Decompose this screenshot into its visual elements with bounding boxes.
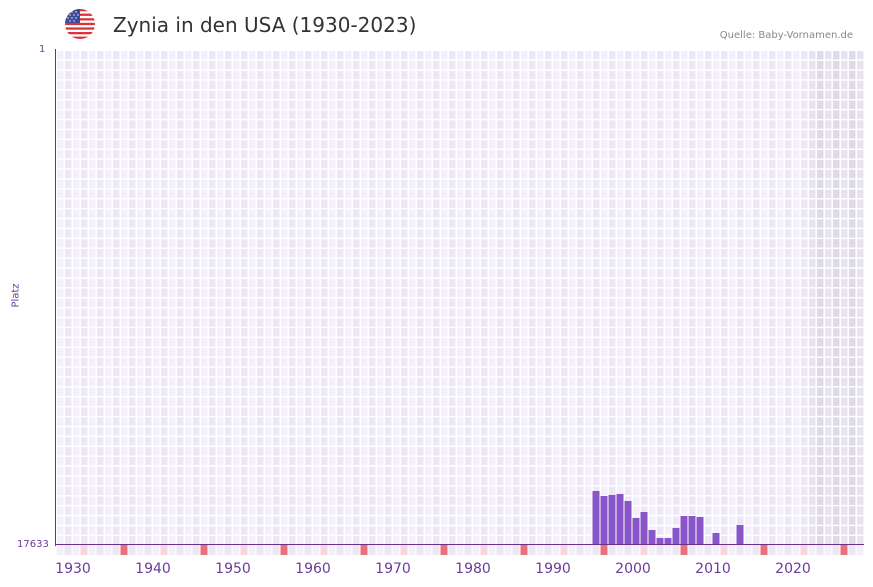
x-tick-1950: 1950 <box>215 561 251 577</box>
bar-2001 <box>624 501 632 545</box>
x-tick-1930: 1930 <box>55 561 91 577</box>
bar-1998 <box>600 496 608 545</box>
bar-2015 <box>736 525 744 545</box>
bar-2012 <box>712 533 720 545</box>
x-tick-1990: 1990 <box>535 561 571 577</box>
y-tick-top: 1 <box>39 44 46 55</box>
bar-2006 <box>664 538 672 545</box>
us-flag-icon <box>65 9 95 39</box>
bar-2004 <box>648 530 656 545</box>
bar-2007 <box>672 528 680 545</box>
y-axis-label: Platz <box>10 283 22 308</box>
plot-area <box>57 51 864 545</box>
x-tick-2020: 2020 <box>775 561 811 577</box>
chart-title: Zynia in den USA (1930-2023) <box>113 13 417 37</box>
bar-2005 <box>656 538 664 545</box>
y-tick-bottom: 17633 <box>17 539 49 550</box>
x-tick-1970: 1970 <box>375 561 411 577</box>
bar-2008 <box>680 516 688 545</box>
x-tick-1940: 1940 <box>135 561 171 577</box>
bar-1999 <box>608 495 616 545</box>
x-tick-2010: 2010 <box>695 561 731 577</box>
bar-2003 <box>640 512 648 545</box>
bar-2000 <box>616 494 624 545</box>
year-markers <box>56 545 864 555</box>
y-axis-line <box>55 49 56 546</box>
bar-2010 <box>696 517 704 545</box>
x-tick-1980: 1980 <box>455 561 491 577</box>
x-tick-2000: 2000 <box>615 561 651 577</box>
x-axis-line <box>55 544 864 545</box>
x-tick-1960: 1960 <box>295 561 331 577</box>
source-label: Quelle: Baby-Vornamen.de <box>719 30 853 41</box>
bar-2009 <box>688 516 696 545</box>
bar-2002 <box>632 518 640 545</box>
bar-1997 <box>592 491 600 545</box>
